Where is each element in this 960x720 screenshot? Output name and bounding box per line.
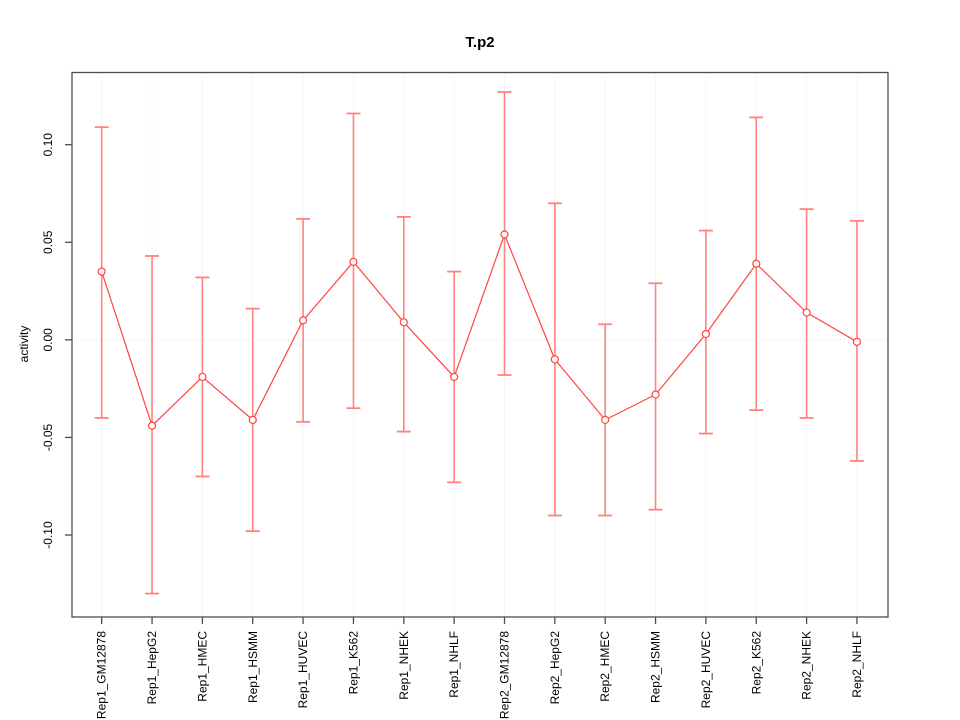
y-tick-label: -0.10 xyxy=(41,521,55,549)
x-tick-label: Rep1_NHEK xyxy=(397,631,411,700)
grid-layer xyxy=(72,72,888,617)
data-point-marker xyxy=(349,257,358,266)
y-tick-label: 0.05 xyxy=(41,230,55,254)
x-tick-label: Rep2_HMEC xyxy=(598,631,612,702)
data-point-marker xyxy=(299,316,308,325)
data-point-marker xyxy=(248,415,257,424)
x-tick-label: Rep1_K562 xyxy=(346,631,360,695)
data-point-marker xyxy=(198,372,207,382)
data-point-marker xyxy=(802,308,811,317)
x-tick-label: Rep2_NHLF xyxy=(850,631,864,698)
data-point-marker xyxy=(701,329,711,339)
x-tick-label: Rep1_HMEC xyxy=(195,631,209,702)
x-tick-label: Rep2_K562 xyxy=(749,631,763,695)
data-point-marker xyxy=(399,318,408,327)
chart-title: T.p2 xyxy=(465,34,494,51)
data-layer xyxy=(94,91,864,595)
series-line xyxy=(101,232,858,427)
data-point-marker xyxy=(500,230,509,239)
y-tick-label: -0.05 xyxy=(41,423,55,451)
x-tick-label: Rep2_HepG2 xyxy=(548,631,562,705)
x-tick-label: Rep2_HSMM xyxy=(649,631,663,703)
x-tick-label: Rep1_GM12878 xyxy=(95,631,109,719)
data-point-marker xyxy=(651,390,660,399)
data-point-marker xyxy=(852,337,862,346)
y-tick-label: 0.00 xyxy=(41,328,55,352)
data-point-marker xyxy=(601,415,610,424)
x-tick-label: Rep2_NHEK xyxy=(800,631,814,700)
axis-layer: -0.10 -0.05 0.00 0.05 0.10 Rep1_GM12878 Rep1_H… xyxy=(41,133,864,719)
data-point-marker xyxy=(97,267,106,276)
x-tick-label: Rep1_HUVEC xyxy=(296,631,310,709)
data-point-marker xyxy=(450,372,459,382)
plot-border xyxy=(71,71,889,618)
x-tick-label: Rep1_NHLF xyxy=(447,631,461,698)
data-point-marker xyxy=(147,421,157,430)
data-point-marker xyxy=(752,259,761,268)
y-axis-label: activity xyxy=(17,326,31,363)
y-tick-label: 0.10 xyxy=(41,133,55,157)
x-tick-label: Rep2_HUVEC xyxy=(699,631,713,709)
x-tick-label: Rep1_HepG2 xyxy=(145,631,159,705)
data-point-marker xyxy=(550,355,559,364)
x-tick-label: Rep2_GM12878 xyxy=(498,631,512,719)
x-tick-label: Rep1_HSMM xyxy=(246,631,260,703)
